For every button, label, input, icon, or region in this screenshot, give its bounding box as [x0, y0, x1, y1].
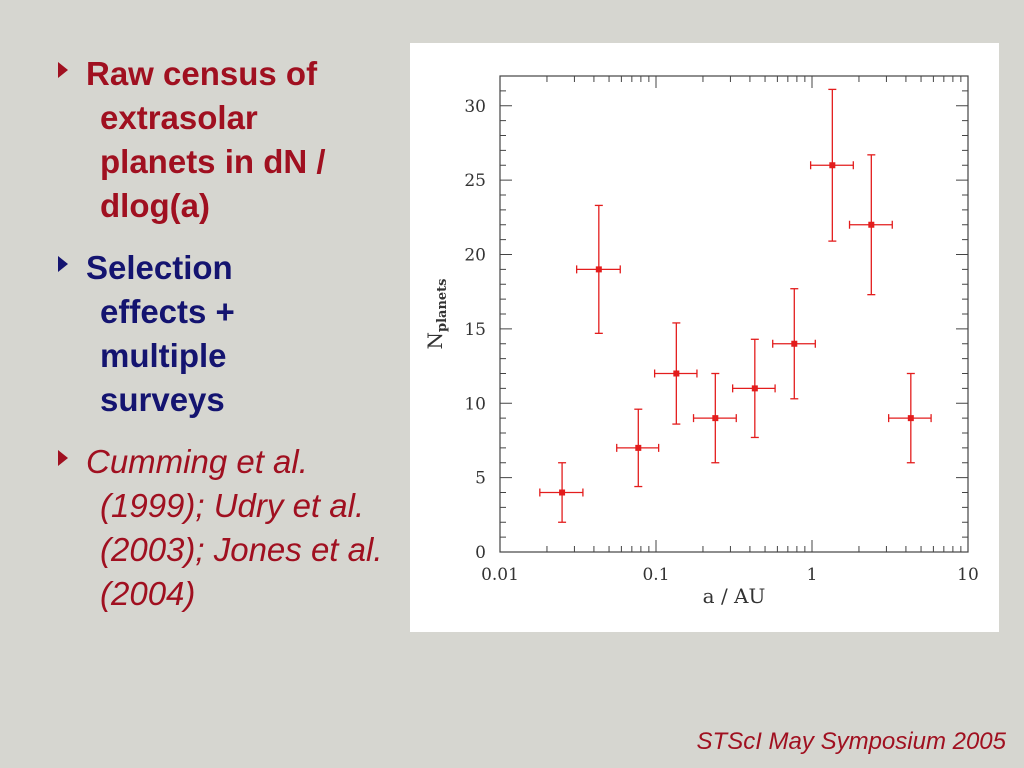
- y-tick-label: 25: [464, 171, 486, 191]
- bullet-arrow-icon: [58, 62, 68, 78]
- x-tick-label: 0.1: [642, 565, 669, 585]
- data-point-group: [539, 462, 584, 523]
- data-point: [868, 221, 875, 228]
- bullet-text: Selection effects + multiple surveys: [86, 249, 235, 418]
- data-point-group: [732, 338, 776, 439]
- data-point-group: [888, 372, 932, 464]
- y-axis-label-main: N: [423, 332, 447, 350]
- bullet-text: Raw census of extrasolar planets in dN /…: [86, 55, 326, 224]
- data-point: [907, 415, 914, 422]
- planet-census-chart: 0 5 10 15 20 25 30 0.01 0.1 1 10 a / AU Nplanets: [423, 75, 979, 608]
- data-point-group: [772, 288, 816, 400]
- data-point: [751, 385, 758, 392]
- svg-text:Nplanets: Nplanets: [423, 279, 450, 350]
- footer-symposium: STScI May Symposium 2005: [696, 728, 1006, 755]
- data-point-group: [809, 88, 854, 242]
- y-tick-label: 30: [464, 97, 486, 117]
- data-point: [559, 489, 566, 496]
- data-point-group: [692, 372, 737, 464]
- data-point: [635, 444, 642, 451]
- y-tick-label: 20: [464, 246, 486, 266]
- data-point-group: [576, 204, 621, 334]
- data-point: [673, 370, 680, 377]
- plot-frame: [499, 75, 969, 553]
- data-point: [595, 266, 602, 273]
- data-point-group: [653, 322, 698, 425]
- data-point-group: [848, 154, 893, 296]
- y-tick-label: 5: [475, 469, 486, 489]
- x-tick-label: 10: [957, 565, 979, 585]
- data-point: [791, 340, 798, 347]
- y-axis-label: Nplanets: [423, 279, 450, 350]
- x-tick-label: 1: [807, 565, 818, 585]
- y-tick-label: 10: [464, 394, 486, 414]
- bullet-list: Raw census of extrasolar planets in dN /…: [58, 52, 408, 634]
- bullet-raw-census: Raw census of extrasolar planets in dN /…: [58, 52, 408, 228]
- bullet-text: Cumming et al. (1999); Udry et al. (2003…: [86, 443, 383, 612]
- x-tick-label: 0.01: [481, 565, 519, 585]
- data-point: [712, 415, 719, 422]
- y-axis-label-sub: planets: [435, 279, 450, 333]
- y-tick-label: 15: [464, 320, 486, 340]
- chart-panel: 0 5 10 15 20 25 30 0.01 0.1 1 10 a / AU Nplanets: [410, 43, 999, 632]
- y-tick-label: 0: [475, 543, 486, 563]
- bullet-selection-effects: Selection effects + multiple surveys: [58, 246, 408, 422]
- bullet-arrow-icon: [58, 256, 68, 272]
- x-axis-label: a / AU: [703, 584, 766, 608]
- data-point: [829, 162, 836, 169]
- bullet-arrow-icon: [58, 450, 68, 466]
- data-point-group: [616, 408, 660, 488]
- bullet-references: Cumming et al. (1999); Udry et al. (2003…: [58, 440, 408, 616]
